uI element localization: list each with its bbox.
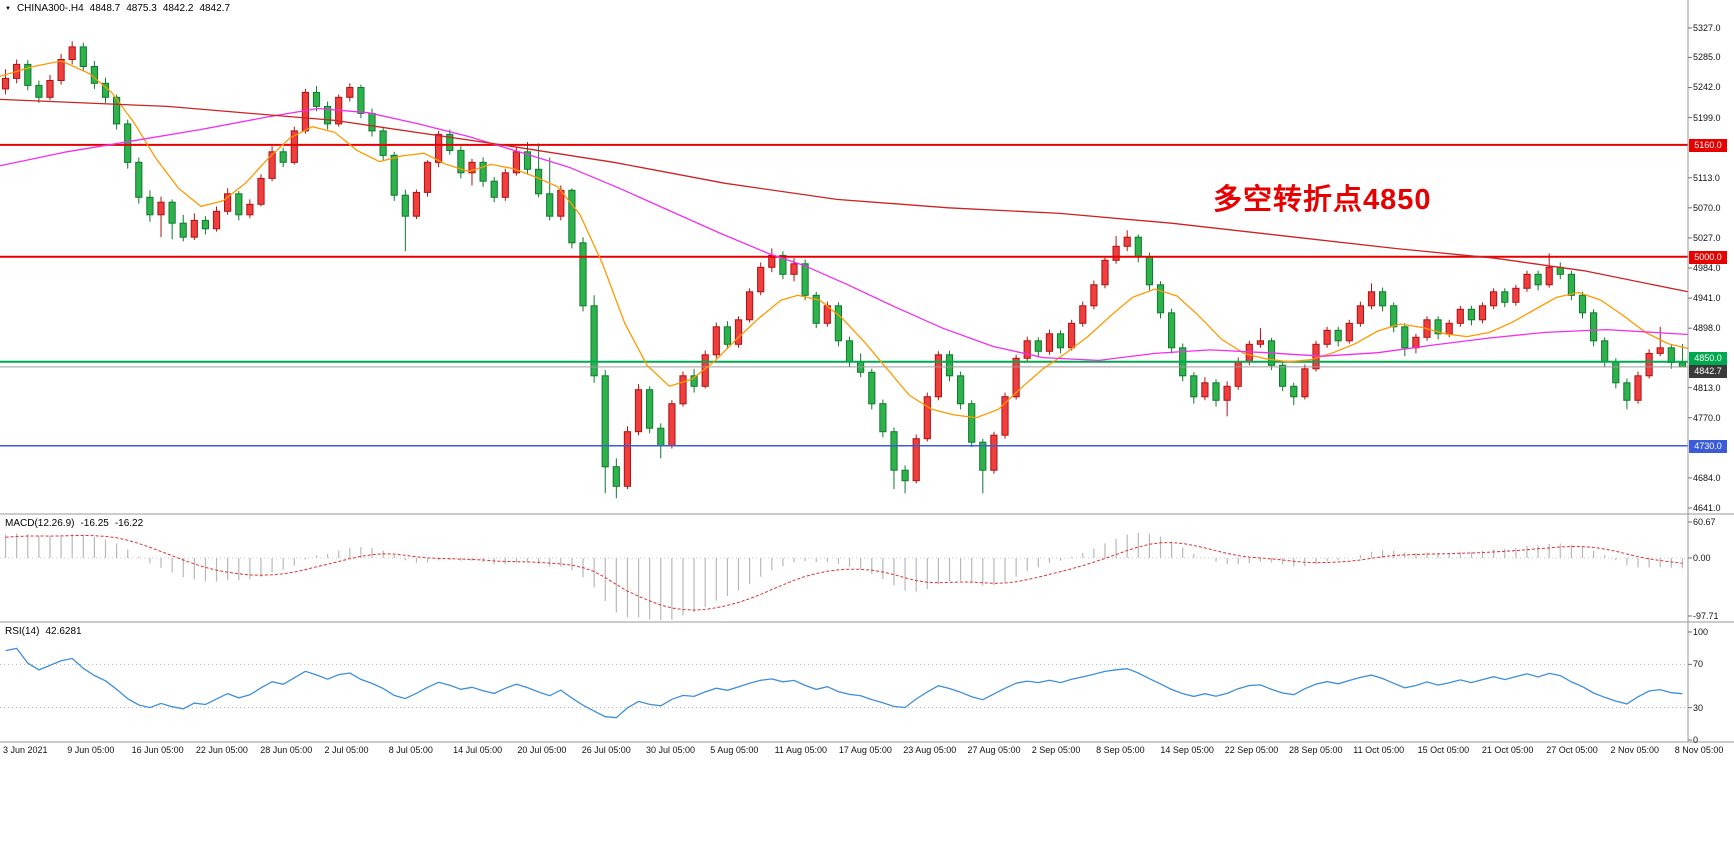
quote-close-value: 4842.7 [199,3,231,14]
time-axis[interactable]: 3 Jun 2021 9 Jun 05:00 16 Jun 05:00 22 Jun … [0,745,1734,761]
rsi-name: RSI(14) [5,626,40,637]
time-tick-label: 5 Aug 05:00 [710,745,759,755]
price-tick-label: 5242.0 [1693,82,1721,93]
symbol-timeframe-label: CHINA300-.H4 [16,3,84,14]
time-tick-label: 28 Sep 05:00 [1289,745,1343,755]
rsi-tick-label: 0 [1693,735,1699,745]
time-tick-label: 8 Nov 05:00 [1674,745,1724,755]
time-tick-label: 22 Sep 05:00 [1224,745,1279,755]
macd-name: MACD(12.26.9) [5,518,75,529]
price-level-badge: 4730.0 [1689,439,1727,453]
time-tick-label: 2 Sep 05:00 [1031,745,1081,755]
price-tick-label: 5327.0 [1693,23,1721,33]
price-tick-label: 5113.0 [1693,172,1720,183]
time-tick-label: 20 Jul 05:00 [517,745,567,755]
rsi-indicator-label: RSI(14) 42.6281 [5,626,82,637]
rsi-axis[interactable]: 100 70 30 0 [1688,622,1734,745]
price-tick-label: 5027.0 [1693,232,1721,243]
time-tick-label: 14 Jul 05:00 [453,745,503,755]
time-tick-label: 28 Jun 05:00 [260,745,313,755]
price-tick-label: 4898.0 [1693,323,1721,334]
time-tick-label: 9 Jun 05:00 [67,745,115,755]
time-tick-label: 11 Aug 05:00 [774,745,827,755]
time-tick-label: 11 Oct 05:00 [1353,745,1405,755]
macd-tick-label: -97.71 [1693,611,1719,621]
price-tick-label: 5199.0 [1693,112,1721,123]
symbol-dropdown-icon[interactable]: ▼ [5,5,11,12]
time-tick-label: 22 Jun 05:00 [195,745,248,755]
macd-main-value: -16.25 [80,518,109,529]
time-tick-label: 27 Aug 05:00 [967,745,1021,755]
time-tick-label: 27 Oct 05:00 [1546,745,1598,755]
current-price-badge: 4842.7 [1689,364,1727,378]
price-tick-label: 4941.0 [1693,293,1721,304]
price-tick-label: 4684.0 [1693,472,1721,483]
quote-bar: ▼ CHINA300-.H4 4848.7 4875.3 4842.2 4842… [5,3,230,14]
macd-signal-value: -16.22 [114,518,144,529]
macd-tick-label: 60.67 [1693,517,1716,527]
time-tick-label: 23 Aug 05:00 [903,745,957,755]
price-level-badge: 5000.0 [1689,250,1727,264]
price-tick-label: 5285.0 [1693,52,1721,63]
price-tick-label: 5070.0 [1693,202,1721,213]
rsi-tick-label: 100 [1693,627,1709,637]
time-tick-label: 30 Jul 05:00 [646,745,696,755]
time-tick-label: 17 Aug 05:00 [838,745,892,755]
time-tick-label: 2 Jul 05:00 [324,745,369,755]
price-tick-label: 4813.0 [1693,382,1721,393]
time-tick-label: 8 Jul 05:00 [388,745,433,755]
chart-text-annotation[interactable]: 多空转折点4850 [1213,184,1432,216]
quote-open-value: 4848.7 [89,3,121,14]
price-tick-label: 4641.0 [1693,503,1721,513]
time-tick-label: 3 Jun 2021 [3,745,48,755]
time-tick-label: 26 Jul 05:00 [581,745,631,755]
time-tick-label: 8 Sep 05:00 [1096,745,1145,755]
time-tick-label: 16 Jun 05:00 [131,745,184,755]
price-tick-label: 4770.0 [1693,412,1721,423]
time-tick-label: 15 Oct 05:00 [1417,745,1470,755]
quote-low-value: 4842.2 [162,3,194,14]
time-tick-label: 2 Nov 05:00 [1610,745,1660,755]
macd-indicator-label: MACD(12.26.9) -16.25 -16.22 [5,518,143,529]
time-tick-label: 14 Sep 05:00 [1160,745,1214,755]
time-tick-label: 21 Oct 05:00 [1481,745,1534,755]
rsi-value: 42.6281 [45,626,82,637]
quote-high-value: 4875.3 [126,3,157,14]
price-tick-label: 4984.0 [1693,263,1721,273]
macd-axis[interactable]: 60.67 0.00 -97.71 [1688,514,1734,622]
price-level-badge: 4850.0 [1689,351,1727,365]
macd-tick-label: 0.00 [1693,553,1711,563]
rsi-tick-label: 70 [1693,659,1704,670]
price-axis[interactable]: 5327.0 5285.0 5242.0 5199.0 5113.0 5070.0 5027… [1688,0,1734,514]
price-level-badge: 5160.0 [1689,138,1727,152]
rsi-tick-label: 30 [1693,702,1704,713]
